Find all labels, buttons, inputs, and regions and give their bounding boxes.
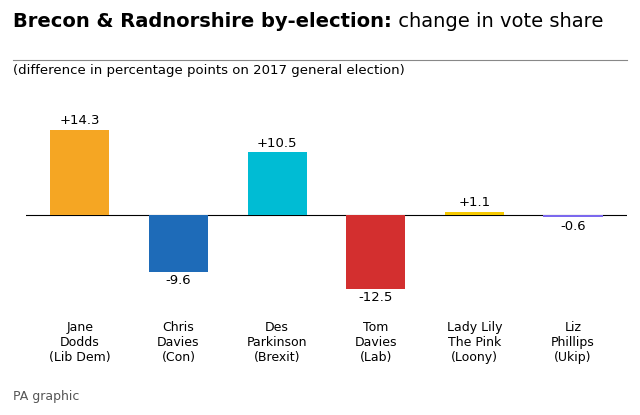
Text: change in vote share: change in vote share: [392, 12, 603, 32]
Bar: [543, 215, 602, 217]
Text: +1.1: +1.1: [458, 196, 490, 209]
Text: (difference in percentage points on 2017 general election): (difference in percentage points on 2017…: [13, 64, 404, 77]
Bar: [445, 212, 504, 215]
Bar: [248, 152, 307, 215]
Text: PA graphic: PA graphic: [13, 390, 79, 403]
Bar: [346, 215, 405, 289]
Text: Brecon & Radnorshire by-election:: Brecon & Radnorshire by-election:: [13, 12, 392, 32]
Text: +14.3: +14.3: [60, 115, 100, 127]
Bar: [149, 215, 208, 271]
Text: +10.5: +10.5: [257, 137, 298, 150]
Text: -9.6: -9.6: [166, 274, 191, 287]
Bar: [51, 130, 109, 215]
Text: -0.6: -0.6: [560, 220, 586, 233]
Text: -12.5: -12.5: [358, 291, 393, 304]
